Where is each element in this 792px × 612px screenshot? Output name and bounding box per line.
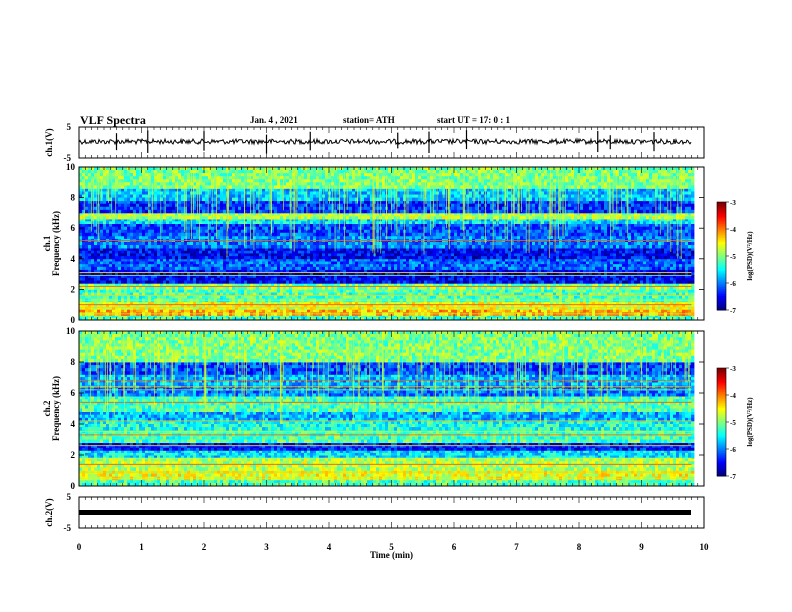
y-tick-label: -5 — [64, 523, 72, 533]
x-tick-label: 2 — [202, 542, 207, 552]
colorbar-label: log(PSD)(V²/Hz) — [746, 231, 754, 281]
chart-title: VLF Spectra — [80, 113, 146, 128]
y-tick-label: 4 — [71, 254, 76, 264]
x-tick-label: 5 — [389, 542, 394, 552]
colorbar-tick-label: -5 — [730, 253, 736, 261]
colorbar-tick-label: -6 — [730, 446, 736, 454]
station-label: station= ATH — [343, 115, 395, 125]
y-tick-label: 4 — [71, 419, 76, 429]
y-axis-label: ch.2(V) — [44, 498, 54, 526]
y-tick-label: 0 — [71, 315, 76, 325]
colorbar-tick-label: -4 — [730, 226, 736, 234]
panel-4: ch.2(V) 5 -5 — [44, 492, 705, 533]
x-tick-label: 10 — [700, 542, 710, 552]
y-tick-label: 5 — [67, 492, 72, 502]
colorbar-tick-label: -7 — [730, 473, 736, 481]
panel-2: ch.1 Frequency (kHz) 0 2 4 6 8 10 -3 -4 -5 -6 -7 log(… — [42, 162, 754, 325]
colorbar-tick-label: -4 — [730, 392, 736, 400]
colorbar: -3 -4 -5 -6 -7 log(PSD)(V²/Hz) — [716, 365, 754, 481]
y-tick-label: 2 — [71, 284, 76, 294]
y-tick-label: -5 — [64, 153, 72, 163]
y-tick-label: 2 — [71, 450, 76, 460]
x-tick-label: 3 — [264, 542, 269, 552]
colorbar-tick-label: -7 — [730, 307, 736, 315]
colorbar-tick-label: -6 — [730, 280, 736, 288]
y-axis-label-channel: ch.1 — [42, 235, 52, 251]
colorbar: -3 -4 -5 -6 -7 log(PSD)(V²/Hz) — [716, 199, 754, 315]
panel-1: ch.1(V) 5 -5 — [44, 122, 705, 163]
colorbar-tick-label: -3 — [730, 365, 736, 373]
x-tick-label: 1 — [139, 542, 144, 552]
x-tick-label: 0 — [77, 542, 82, 552]
x-tick-label: 9 — [639, 542, 644, 552]
x-axis-label: Time (min) — [370, 550, 413, 560]
y-axis-label: ch.1(V) — [44, 128, 54, 156]
waveform-trace — [78, 137, 692, 146]
y-tick-label: 10 — [66, 326, 76, 336]
colorbar-tick-label: -3 — [730, 199, 736, 207]
y-tick-label: 0 — [71, 481, 76, 491]
x-tick-label: 6 — [452, 542, 457, 552]
y-tick-label: 8 — [71, 357, 76, 367]
start-time-label: start UT = 17: 0 : 1 — [437, 115, 510, 125]
colorbar-tick-label: -5 — [730, 419, 736, 427]
x-tick-label: 4 — [327, 542, 332, 552]
y-tick-label: 6 — [71, 388, 76, 398]
x-tick-label: 8 — [577, 542, 582, 552]
y-axis-label-channel: ch.2 — [42, 400, 52, 416]
y-tick-label: 6 — [71, 223, 76, 233]
y-tick-label: 10 — [66, 162, 76, 172]
y-axis-label: Frequency (kHz) — [51, 376, 61, 441]
y-tick-label: 5 — [67, 122, 72, 132]
panel-3: ch.2 Frequency (kHz) 0 2 4 6 8 10 -3 -4 -5 -6 -7 log(… — [42, 326, 754, 491]
y-tick-label: 8 — [71, 193, 76, 203]
date-label: Jan. 4 , 2021 — [250, 115, 298, 125]
y-axis-label: Frequency (kHz) — [51, 211, 61, 276]
x-tick-label: 7 — [514, 542, 519, 552]
colorbar-label: log(PSD)(V²/Hz) — [746, 397, 754, 447]
